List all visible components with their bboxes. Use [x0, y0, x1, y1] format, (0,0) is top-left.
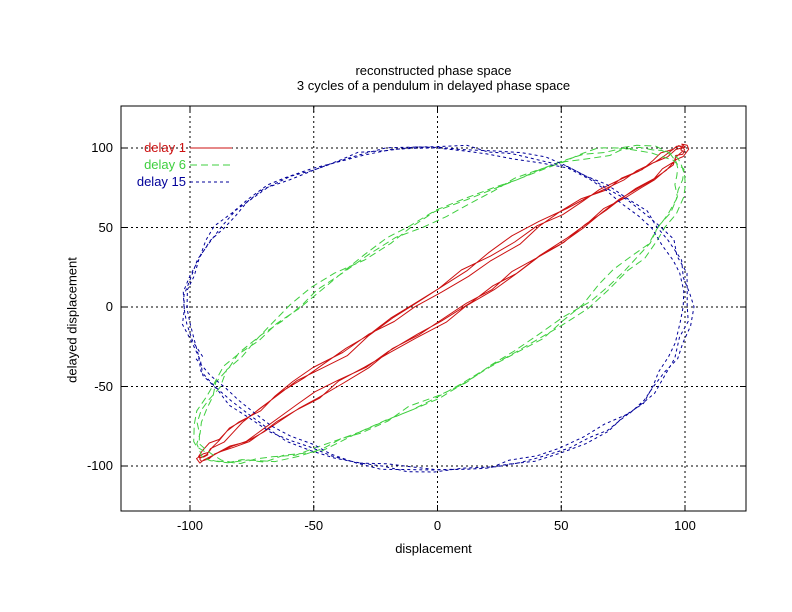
y-axis-label: delayed displacement: [64, 257, 80, 383]
y-tick-label: -50: [94, 378, 113, 394]
legend-entry-delay-1: delay 1: [116, 140, 186, 156]
x-tick-label: 100: [674, 518, 696, 533]
x-tick-label: 0: [433, 518, 442, 533]
legend-entry-delay-6: delay 6: [116, 157, 186, 173]
legend-label-delay-6: delay 6: [144, 157, 186, 172]
data-series: [181, 143, 695, 473]
chart-title: reconstructed phase space 3 cycles of a …: [121, 63, 746, 93]
series-delay-15: [181, 144, 695, 473]
x-tick-label: -50: [304, 518, 324, 533]
x-tick-label: 50: [554, 518, 569, 533]
series-delay-6: [193, 144, 686, 464]
legend-entry-delay-15: delay 15: [116, 174, 186, 190]
y-tick-label: 50: [98, 219, 113, 235]
legend-label-delay-1: delay 1: [144, 140, 186, 155]
series-delay-1: [196, 143, 690, 464]
plot-border: [120, 105, 747, 512]
y-tick-label: 100: [91, 140, 113, 155]
grid-lines: [121, 106, 746, 511]
chart-title-line2: 3 cycles of a pendulum in delayed phase …: [296, 78, 571, 93]
x-axis-label: displacement: [395, 541, 472, 556]
chart-title-line1: reconstructed phase space: [355, 63, 512, 78]
y-tick-label: 0: [105, 299, 113, 314]
legend-line-samples: [190, 147, 232, 183]
y-tick-label: -100: [86, 458, 113, 473]
legend-label-delay-15: delay 15: [136, 174, 186, 189]
axis-ticks: [121, 106, 746, 511]
x-tick-label: -100: [176, 518, 204, 533]
